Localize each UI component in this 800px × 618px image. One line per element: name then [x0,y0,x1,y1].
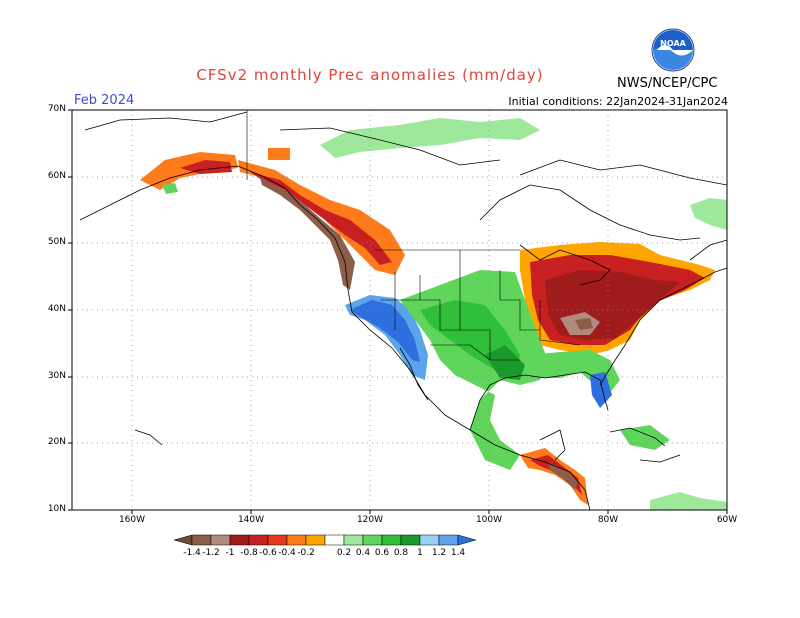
lat-lon-grid [72,110,727,510]
colorbar-swatch [267,534,288,546]
colorbar-label: 0.4 [355,548,371,558]
lon-label-140w: 140W [237,515,265,525]
colorbar-label: -0.6 [259,548,277,558]
lat-label-10n: 10N [47,504,66,514]
colorbar-label: -1 [225,548,235,558]
wet-anomaly-north [162,118,727,510]
colorbar-label: 0.8 [393,548,409,558]
colorbar-swatch [438,534,459,546]
colorbar-label: 1.2 [431,548,447,558]
colorbar-swatch [343,534,364,546]
colorbar-swatch [324,534,345,546]
lat-label-70n: 70N [47,104,66,114]
colorbar-label: -1.2 [202,548,220,558]
colorbar-swatch [400,534,421,546]
lat-label-30n: 30N [47,371,66,381]
forecast-month: Feb 2024 [74,93,135,108]
lon-label-80w: 80W [597,515,619,525]
coastlines [79,111,727,510]
colorbar-swatch [191,534,212,546]
colorbar-label: -0.8 [240,548,258,558]
colorbar-label: -0.4 [278,548,296,558]
colorbar-swatch [286,534,307,546]
agency-label: NWS/NCEP/CPC [617,76,718,91]
colorbar-swatch [381,534,402,546]
colorbar-arrow-left [173,534,193,546]
lon-label-160w: 160W [118,515,146,525]
colorbar-swatch [248,534,269,546]
colorbar-swatch [229,534,250,546]
lat-label-50n: 50N [47,237,66,247]
noaa-logo-icon: NOAA [651,28,695,72]
state-borders [246,110,581,361]
lat-label-40n: 40N [47,304,66,314]
dry-anomaly-east [520,242,715,355]
lon-label-120w: 120W [356,515,384,525]
lat-label-60n: 60N [47,171,66,181]
dry-anomaly-central-america [520,448,588,505]
colorbar-label: 0.2 [336,548,352,558]
wet-anomaly-west [345,270,620,470]
lon-label-60w: 60W [716,515,738,525]
colorbar-label: 1 [417,548,423,558]
colorbar-swatch [210,534,231,546]
page-title: CFSv2 monthly Prec anomalies (mm/day) [196,66,544,84]
colorbar-swatch [305,534,326,546]
colorbar-arrow-right [457,534,477,546]
initial-conditions: Initial conditions: 22Jan2024-31Jan2024 [508,95,728,108]
colorbar-swatch [419,534,440,546]
lat-label-20n: 20N [47,437,66,447]
colorbar-label: 1.4 [450,548,466,558]
noaa-logo-text: NOAA [660,39,686,48]
colorbar-label: -1.4 [183,548,201,558]
colorbar-label: -0.2 [297,548,315,558]
lon-label-100w: 100W [475,515,503,525]
colorbar-label: 0.6 [374,548,390,558]
colorbar-swatch [362,534,383,546]
